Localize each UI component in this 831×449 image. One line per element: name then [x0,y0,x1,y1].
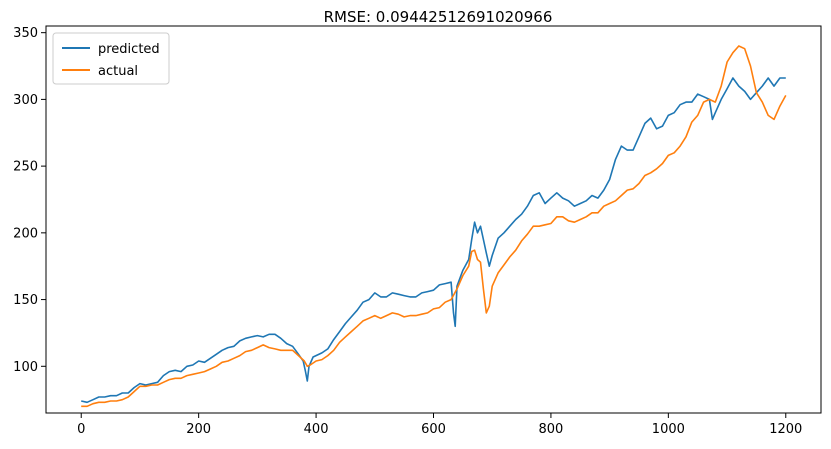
x-axis: 0 200 400 600 800 1000 1200 [77,413,802,437]
y-tick-label: 150 [13,293,38,308]
y-tick-label: 300 [13,93,38,108]
x-tick-label: 600 [421,422,446,437]
y-tick-label: 250 [13,160,38,175]
legend-label-actual: actual [98,64,138,79]
x-tick-label: 200 [186,422,211,437]
chart-title: RMSE: 0.09442512691020966 [324,8,553,26]
y-axis: 100 150 200 250 300 350 [13,26,46,375]
series-line-actual [81,45,787,408]
y-tick-label: 200 [13,226,38,241]
legend: predicted actual [52,32,170,85]
x-tick-label: 1200 [769,422,802,437]
x-tick-label: 1000 [652,422,685,437]
x-tick-label: 400 [304,422,329,437]
x-tick-label: 800 [539,422,564,437]
y-tick-label: 350 [13,26,38,41]
y-tick-label: 100 [13,360,38,375]
series-line-predicted [81,77,786,404]
series-layer [81,45,787,408]
legend-label-predicted: predicted [98,42,160,57]
x-tick-label: 0 [77,422,85,437]
legend-box [52,32,170,85]
